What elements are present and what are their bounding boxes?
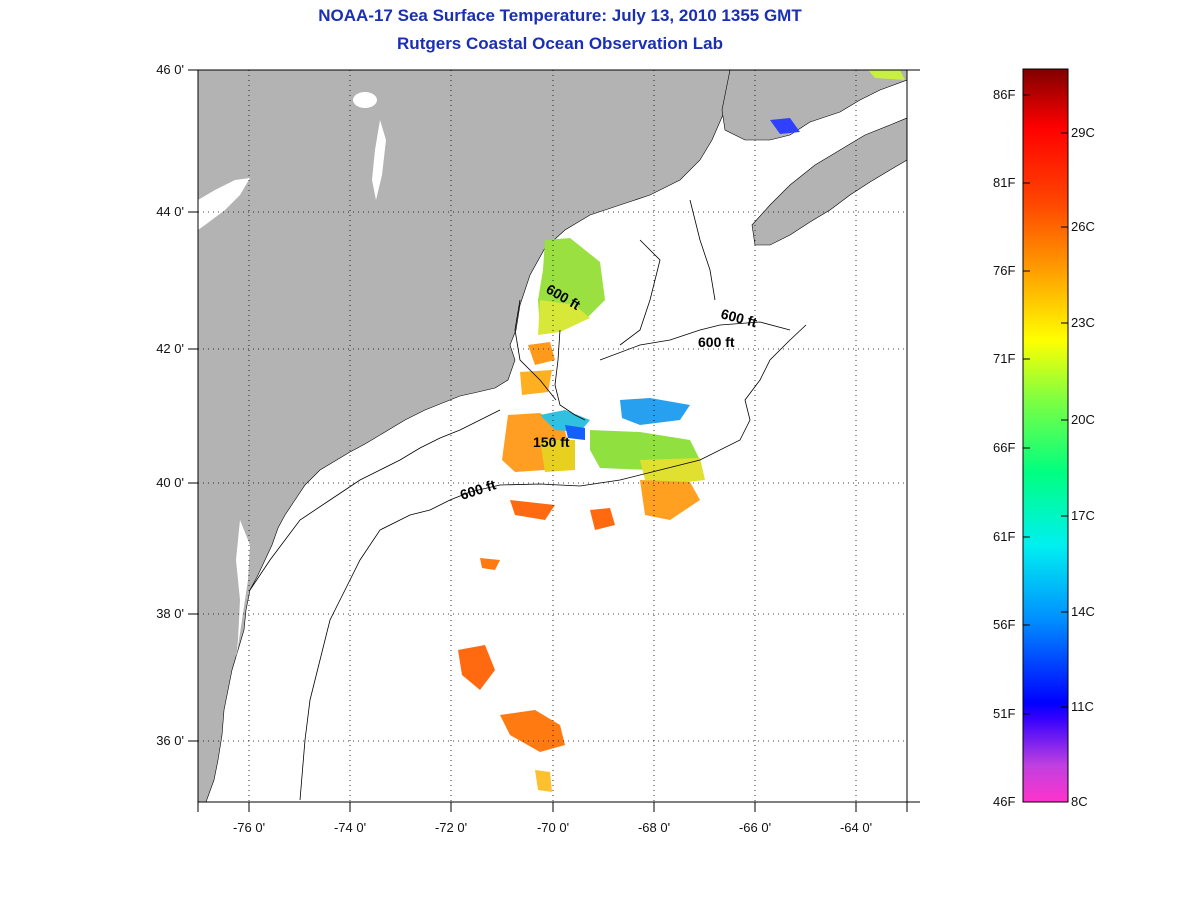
sst-data-layer: [458, 70, 905, 792]
lat-label-44: 44 0': [156, 204, 184, 219]
colorbar-c-17: 17C: [1071, 508, 1095, 523]
contour-label-150ft: 150 ft: [533, 434, 570, 450]
chart-title: NOAA-17 Sea Surface Temperature: July 13…: [318, 6, 802, 25]
lake-winnipesaukee: [353, 92, 377, 108]
lon-label-76: -76 0': [232, 820, 266, 835]
colorbar-ticks: [1023, 94, 1068, 715]
lat-label-42: 42 0': [156, 341, 184, 356]
lat-label-36: 36 0': [156, 733, 184, 748]
lat-label-38: 38 0': [156, 606, 184, 621]
chart-subtitle: Rutgers Coastal Ocean Observation Lab: [397, 34, 723, 53]
bathymetry-contours: [249, 199, 807, 801]
lat-label-46: 46 0': [156, 62, 184, 77]
colorbar-c-20: 20C: [1071, 412, 1095, 427]
colorbar-c-29: 29C: [1071, 125, 1095, 140]
colorbar-c-11: 11C: [1071, 699, 1094, 714]
land-us-coast: [198, 70, 731, 802]
colorbar-c-14: 14C: [1071, 604, 1095, 619]
colorbar-c-26: 26C: [1071, 219, 1095, 234]
grid-lines: [198, 70, 907, 802]
lake-champlain: [372, 120, 386, 200]
chesapeake-bay: [228, 520, 250, 720]
colorbar-c-8: 8C: [1071, 794, 1088, 809]
colorbar-f-71: 71F: [993, 351, 1016, 366]
lon-label-74: -74 0': [333, 820, 367, 835]
land-new-brunswick: [721, 70, 907, 141]
lon-label-68: -68 0': [637, 820, 671, 835]
land-nova-scotia: [751, 117, 907, 246]
colorbar-f-76: 76F: [993, 263, 1016, 278]
delaware-bay: [280, 525, 305, 555]
colorbar-f-56: 56F: [993, 617, 1016, 632]
colorbar-f-51: 51F: [993, 706, 1016, 721]
colorbar-f-81: 81F: [993, 175, 1016, 190]
lon-label-72: -72 0': [434, 820, 468, 835]
colorbar-f-66: 66F: [993, 440, 1016, 455]
lon-label-70: -70 0': [536, 820, 570, 835]
axis-ticks: [188, 69, 920, 812]
colorbar-f-86: 86F: [993, 87, 1016, 102]
lon-label-66: -66 0': [738, 820, 772, 835]
colorbar-f-46: 46F: [993, 794, 1016, 809]
colorbar-c-23: 23C: [1071, 315, 1095, 330]
lat-label-40: 40 0': [156, 475, 184, 490]
lake-ontario: [198, 178, 250, 230]
lon-label-64: -64 0': [839, 820, 873, 835]
contour-label-600ft-east: 600 ft: [698, 334, 735, 350]
colorbar-f-61: 61F: [993, 529, 1016, 544]
colorbar: [1022, 68, 1069, 803]
